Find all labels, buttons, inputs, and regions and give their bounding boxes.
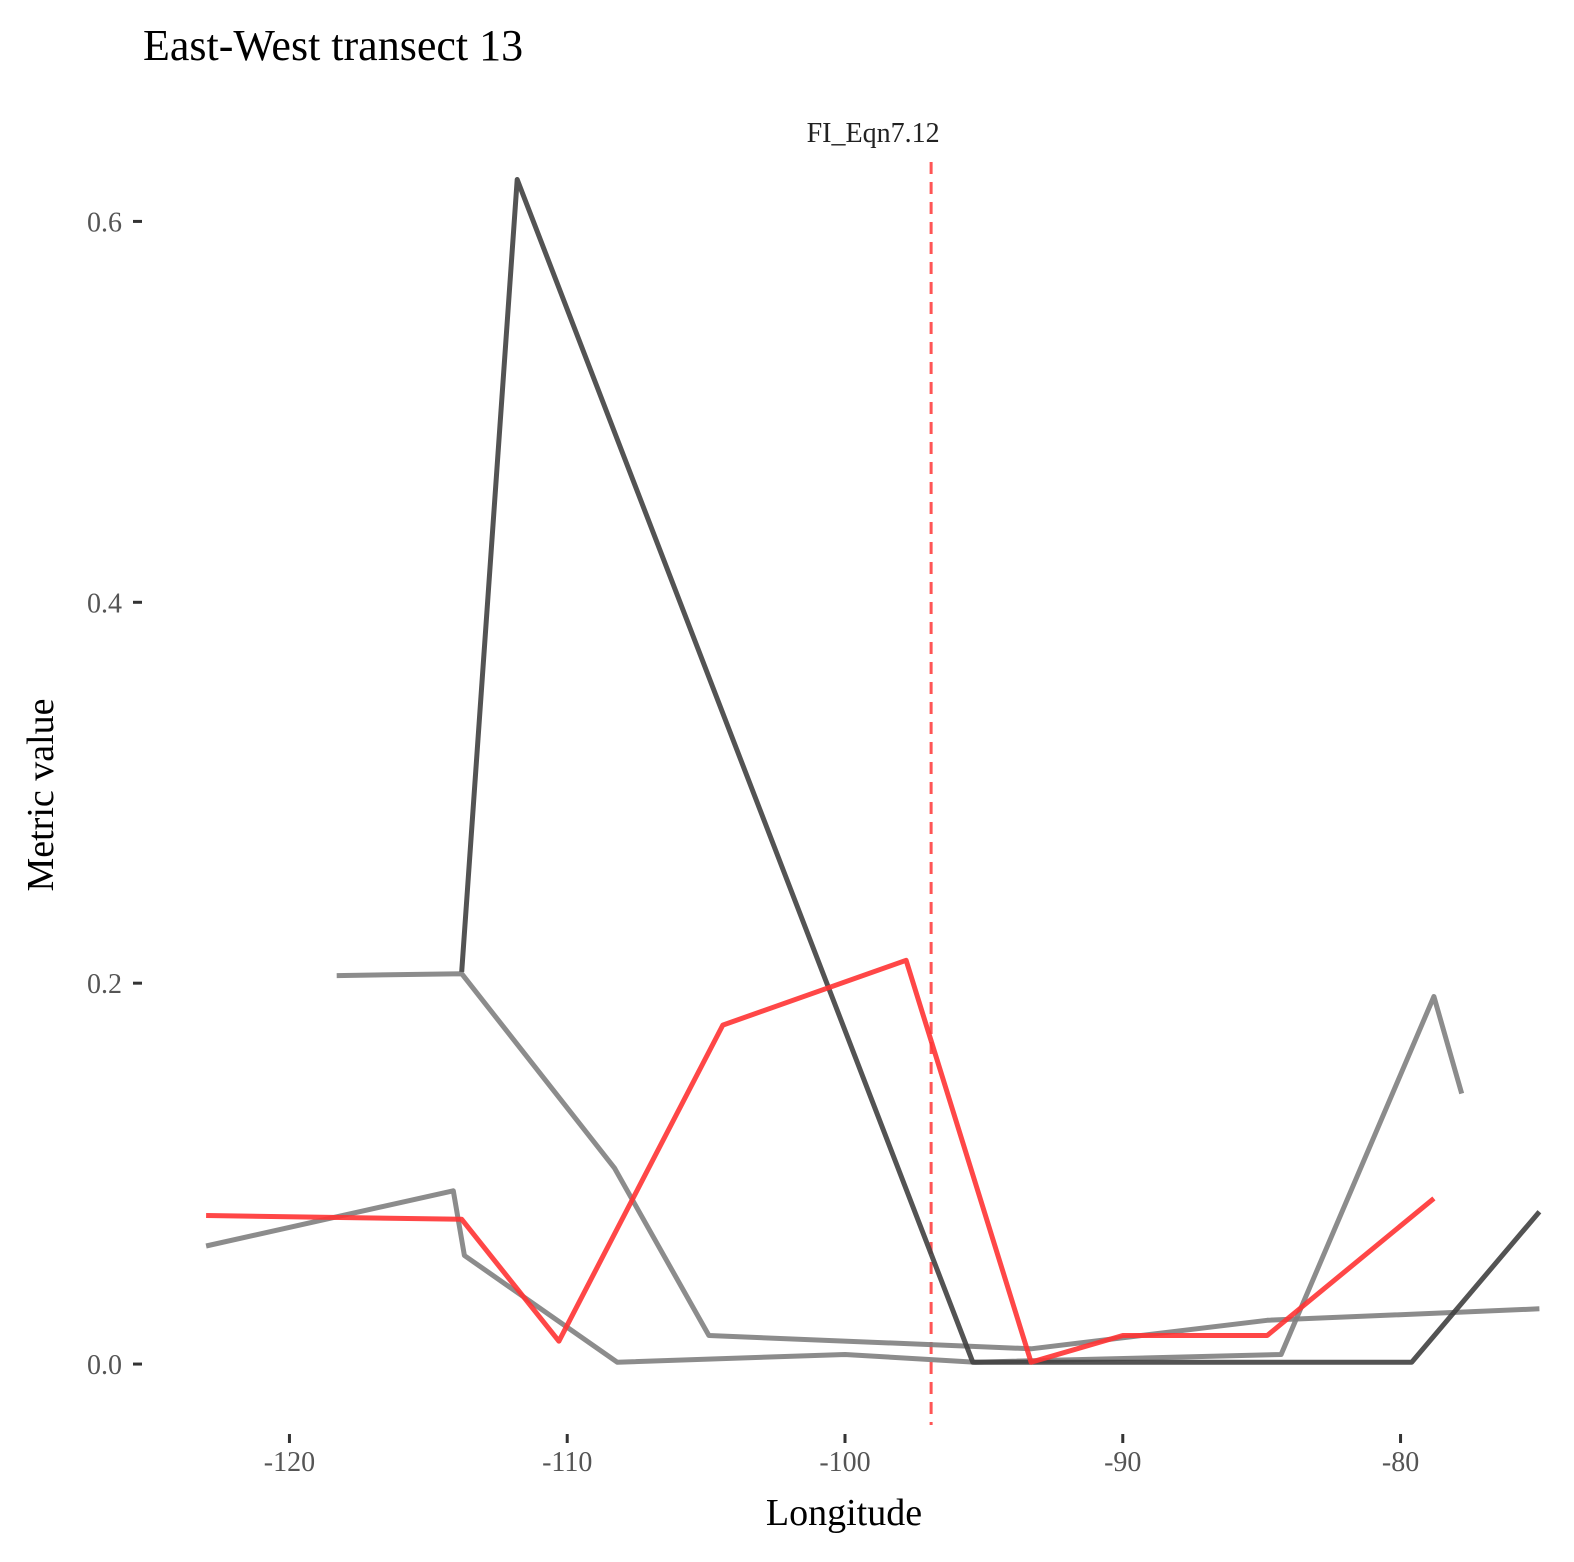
x-tick-label: -80	[1382, 1447, 1419, 1478]
chart-title: East-West transect 13	[143, 21, 523, 70]
x-axis: -120 -110 -100 -90 -80	[264, 1434, 1419, 1478]
x-tick-label: -100	[819, 1447, 870, 1478]
y-axis-title: Metric value	[20, 698, 62, 891]
y-tick-label: 0.6	[87, 207, 122, 238]
plot-area: FI_Eqn7.12	[205, 118, 1542, 1425]
x-tick-label: -110	[542, 1447, 592, 1478]
series-line-2	[205, 994, 1465, 1365]
series-line-4	[206, 957, 1436, 1365]
y-tick-label: 0.4	[87, 588, 122, 619]
y-tick-label: 0.2	[87, 969, 122, 1000]
series-line-3	[459, 177, 1542, 1365]
y-axis: 0.0 0.2 0.4 0.6	[87, 207, 142, 1381]
x-tick-label: -120	[264, 1447, 315, 1478]
y-tick-label: 0.0	[87, 1350, 122, 1381]
x-tick-label: -90	[1104, 1447, 1141, 1478]
series-line-1	[336, 971, 1540, 1352]
reference-line-label: FI_Eqn7.12	[807, 118, 940, 149]
x-axis-title: Longitude	[766, 1492, 922, 1534]
